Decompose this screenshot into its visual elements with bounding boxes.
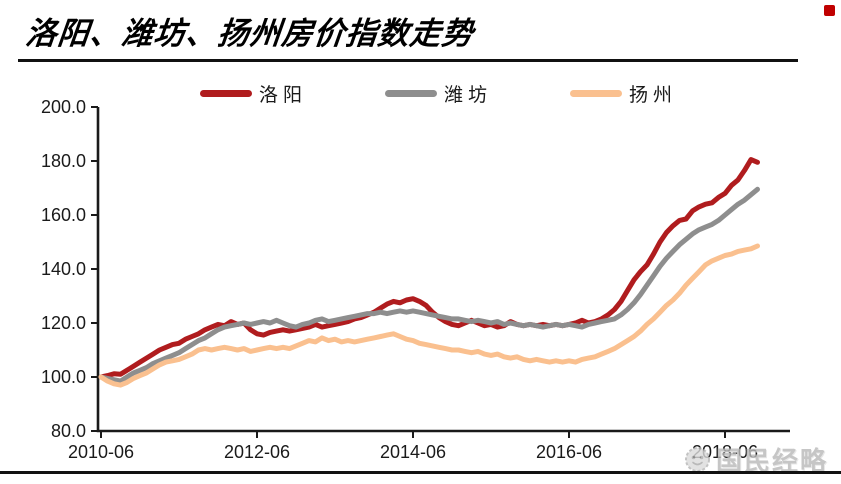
x-tick-label: 2016-06: [536, 442, 602, 462]
chart-legend: 洛阳 潍坊 扬州: [0, 80, 841, 106]
title-divider: [18, 59, 798, 62]
legend-swatch-yangzhou: [570, 90, 622, 97]
legend-item-luoyang: 洛阳: [200, 80, 307, 107]
y-tick-label: 120.0: [41, 313, 86, 333]
y-tick-label: 160.0: [41, 205, 86, 225]
series-line-1: [98, 186, 760, 384]
x-tick-label: 2010-06: [68, 442, 134, 462]
bottom-divider: [0, 471, 841, 474]
y-tick-label: 100.0: [41, 367, 86, 387]
axes: [96, 107, 790, 433]
y-tick-label: 140.0: [41, 259, 86, 279]
legend-swatch-weifang: [385, 90, 437, 97]
x-tick-label: 2012-06: [224, 442, 290, 462]
x-tick-label: 2014-06: [380, 442, 446, 462]
corner-red-mark: [824, 5, 835, 16]
y-tick-label: 200.0: [41, 97, 86, 117]
series-line-2: [98, 243, 760, 388]
series-line-0: [98, 157, 760, 380]
legend-label-yangzhou: 扬州: [629, 84, 678, 106]
legend-swatch-luoyang: [200, 90, 252, 97]
panda-face-icon: [685, 447, 710, 472]
legend-label-luoyang: 洛阳: [259, 84, 308, 106]
legend-item-yangzhou: 扬州: [570, 80, 677, 107]
legend-item-weifang: 潍坊: [385, 80, 492, 107]
y-tick-label: 80.0: [51, 421, 86, 441]
legend-label-weifang: 潍坊: [444, 84, 493, 106]
y-tick-label: 180.0: [41, 151, 86, 171]
